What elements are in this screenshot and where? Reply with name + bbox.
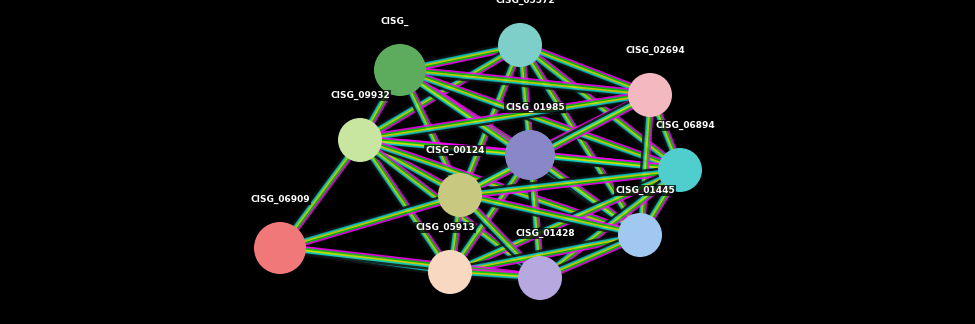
Circle shape [254, 222, 306, 274]
Text: CISG_01445: CISG_01445 [615, 186, 675, 195]
Circle shape [505, 130, 555, 180]
Circle shape [628, 73, 672, 117]
Circle shape [338, 118, 382, 162]
Circle shape [658, 148, 702, 192]
Circle shape [618, 213, 662, 257]
Circle shape [498, 23, 542, 67]
Text: CISG_00124: CISG_00124 [425, 146, 485, 155]
Text: CISG_09932: CISG_09932 [331, 91, 390, 100]
Text: CISG_05913: CISG_05913 [415, 223, 475, 232]
Circle shape [438, 173, 482, 217]
Circle shape [518, 256, 562, 300]
Text: CISG_06909: CISG_06909 [251, 195, 310, 204]
Text: CISG_06894: CISG_06894 [655, 121, 715, 130]
Text: CISG_01428: CISG_01428 [515, 229, 575, 238]
Text: CISG_05572: CISG_05572 [495, 0, 555, 5]
Text: CISG_02694: CISG_02694 [625, 46, 684, 55]
Circle shape [428, 250, 472, 294]
Text: CISG_01985: CISG_01985 [505, 103, 565, 112]
Text: CISG_: CISG_ [381, 17, 410, 26]
Circle shape [374, 44, 426, 96]
